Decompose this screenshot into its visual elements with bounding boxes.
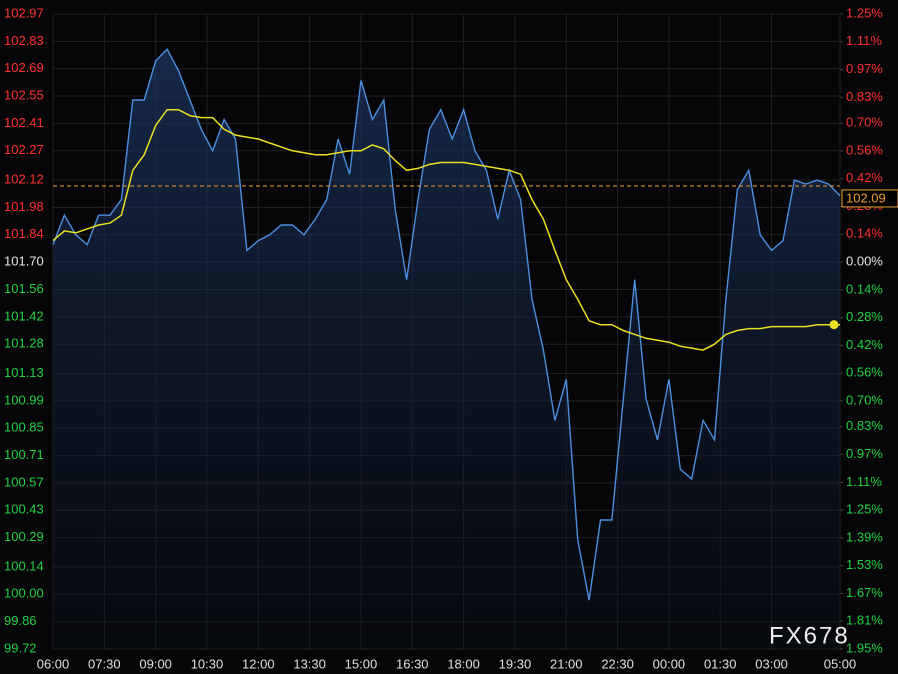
x-tick-label: 06:00 <box>37 656 70 671</box>
watermark: FX678 <box>769 622 850 649</box>
y2-tick-label: 0.42% <box>846 170 883 185</box>
area <box>53 49 840 649</box>
y-tick-label: 101.98 <box>4 199 44 214</box>
x-tick-label: 03:00 <box>755 656 788 671</box>
y2-tick-label: 1.67% <box>846 585 883 600</box>
y-tick-label: 100.14 <box>4 558 44 573</box>
y-tick-label: 102.12 <box>4 172 44 187</box>
y-tick-label: 102.97 <box>4 5 44 20</box>
y2-tick-label: 0.97% <box>846 446 883 461</box>
y-tick-label: 101.13 <box>4 365 44 380</box>
line <box>52 108 840 351</box>
y-tick-label: 100.99 <box>4 392 44 407</box>
y2-tick-label: 0.56% <box>846 142 883 157</box>
y-tick-label: 101.42 <box>4 308 44 323</box>
y2-tick-label: 0.70% <box>846 115 883 130</box>
x-tick-label: 21:00 <box>550 656 583 671</box>
x-tick-label: 00:00 <box>653 656 686 671</box>
x-tick-label: 13:30 <box>293 656 326 671</box>
y-tick-label: 100.29 <box>4 529 44 544</box>
y2-tick-label: 1.25% <box>846 502 883 517</box>
y2-tick-label: 0.14% <box>846 226 883 241</box>
y2-tick-label: 1.39% <box>846 529 883 544</box>
y-tick-label: 100.57 <box>4 474 44 489</box>
y2-tick-label: 1.11% <box>846 474 882 489</box>
y2-tick-label: 0.97% <box>846 61 883 76</box>
line <box>52 48 841 601</box>
y2-tick-label: 1.95% <box>846 640 883 655</box>
y2-tick-label: 0.83% <box>846 418 883 433</box>
y2-tick-label: 1.25% <box>846 5 883 20</box>
y-tick-label: 101.28 <box>4 336 44 351</box>
y2-tick-label: 1.11% <box>846 33 882 48</box>
end-dot <box>829 320 839 330</box>
y2-tick-label: 0.42% <box>846 337 883 352</box>
y-tick-label: 102.41 <box>4 115 44 130</box>
y-tick-label: 102.27 <box>4 142 44 157</box>
x-tick-label: 01:30 <box>704 656 737 671</box>
x-tick-label: 12:00 <box>242 656 275 671</box>
x-tick-label: 10:30 <box>191 656 224 671</box>
y2-tick-label: 0.70% <box>846 392 883 407</box>
y-tick-label: 102.83 <box>4 33 44 48</box>
y-tick-label: 100.71 <box>4 447 44 462</box>
x-tick-label: 16:30 <box>396 656 429 671</box>
y-tick-label: 101.84 <box>4 226 44 241</box>
last-price-box <box>841 189 898 208</box>
x-tick-label: 22:30 <box>601 656 634 671</box>
y-tick-label: 102.69 <box>4 60 44 75</box>
x-tick-label: 15:00 <box>345 656 378 671</box>
y2-tick-label: 0.83% <box>846 89 883 104</box>
y-tick-label: 100.00 <box>4 586 44 601</box>
y-tick-label: 101.70 <box>4 254 44 269</box>
y2-tick-label: 1.81% <box>846 613 883 628</box>
y2-tick-label: 1.53% <box>846 557 883 572</box>
y-tick-label: 100.85 <box>4 420 44 435</box>
y-tick-label: 99.72 <box>4 640 37 655</box>
y2-tick-label: 0.00% <box>846 253 883 268</box>
x-tick-label: 07:30 <box>88 656 121 671</box>
x-tick-label: 19:30 <box>499 656 532 671</box>
y2-tick-label: 0.56% <box>846 365 883 380</box>
y-tick-label: 102.55 <box>4 87 44 102</box>
y-tick-label: 101.56 <box>4 281 44 296</box>
x-tick-label: 18:00 <box>447 656 480 671</box>
y-tick-label: 99.86 <box>4 613 37 628</box>
y2-tick-label: 0.28% <box>846 309 883 324</box>
x-tick-label: 05:00 <box>824 656 857 671</box>
y-tick-label: 100.43 <box>4 502 44 517</box>
last-price-label: 102.09 <box>846 190 886 205</box>
y2-tick-label: 0.14% <box>846 281 883 296</box>
x-tick-label: 09:00 <box>139 656 172 671</box>
